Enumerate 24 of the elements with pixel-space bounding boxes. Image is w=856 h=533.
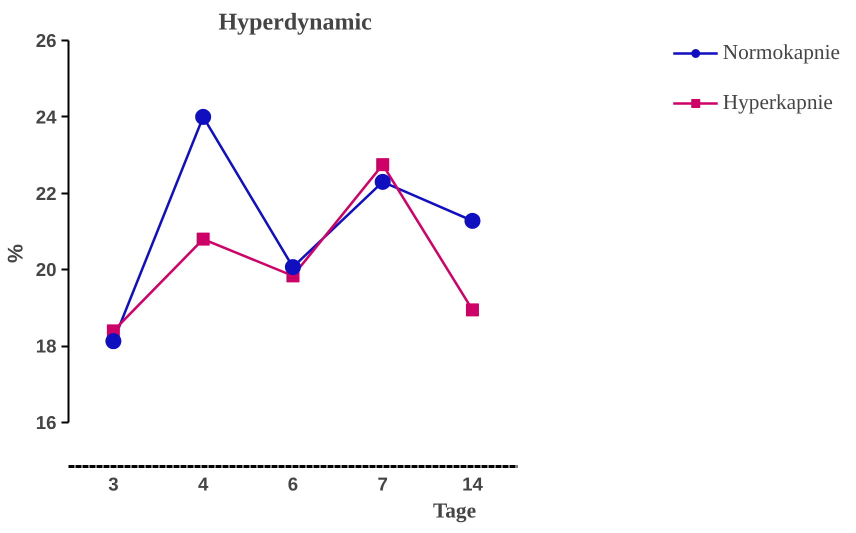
x-tick-label: 14 xyxy=(462,474,484,494)
point xyxy=(195,108,212,125)
point xyxy=(196,232,210,246)
legend-label: Hyperkapnie xyxy=(722,90,833,115)
point xyxy=(376,158,390,172)
y-axis-title: % xyxy=(4,244,28,263)
point xyxy=(464,212,480,229)
x-tick-label: 4 xyxy=(198,474,209,494)
y-tick-label: 16 xyxy=(36,412,57,434)
x-axis-title: Tage xyxy=(432,498,476,522)
y-tick-label: 24 xyxy=(36,106,58,128)
x-tick-label: 7 xyxy=(378,474,388,494)
y-tick-label: 20 xyxy=(36,259,57,280)
point xyxy=(284,259,301,276)
y-tick-label: 22 xyxy=(36,182,57,204)
legend-label: Normokapnie xyxy=(722,40,840,65)
point xyxy=(374,174,391,190)
y-tick-label: 26 xyxy=(36,30,57,51)
x-tick-label: 3 xyxy=(108,474,119,494)
y-tick-label: 18 xyxy=(36,336,57,357)
point xyxy=(105,333,122,350)
x-tick-label: 6 xyxy=(288,474,298,494)
chart-title: Hyperdynamic xyxy=(218,10,372,36)
point xyxy=(466,303,479,316)
